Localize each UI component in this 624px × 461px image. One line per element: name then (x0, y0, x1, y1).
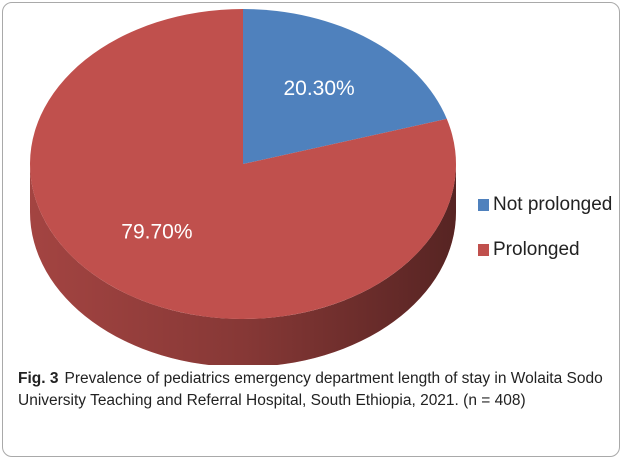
legend-swatch (478, 244, 489, 256)
caption-label: Fig. 3 (18, 370, 59, 387)
legend-label: Not prolonged (493, 194, 612, 215)
slice-side-shade (30, 164, 456, 365)
figure-frame (2, 2, 620, 457)
data-label: 20.30% (283, 77, 354, 100)
chart: 20.30% 79.70% Not prolonged Prolonged (29, 9, 612, 365)
slice (29, 9, 456, 319)
slice (243, 9, 447, 164)
legend-label: Prolonged (493, 239, 580, 260)
caption: Fig. 3 Prevalence of pediatrics emergency… (18, 368, 608, 412)
legend-swatch (478, 199, 489, 211)
data-label: 79.70% (121, 220, 192, 243)
caption-text: Prevalence of pediatrics emergency depar… (18, 370, 603, 409)
